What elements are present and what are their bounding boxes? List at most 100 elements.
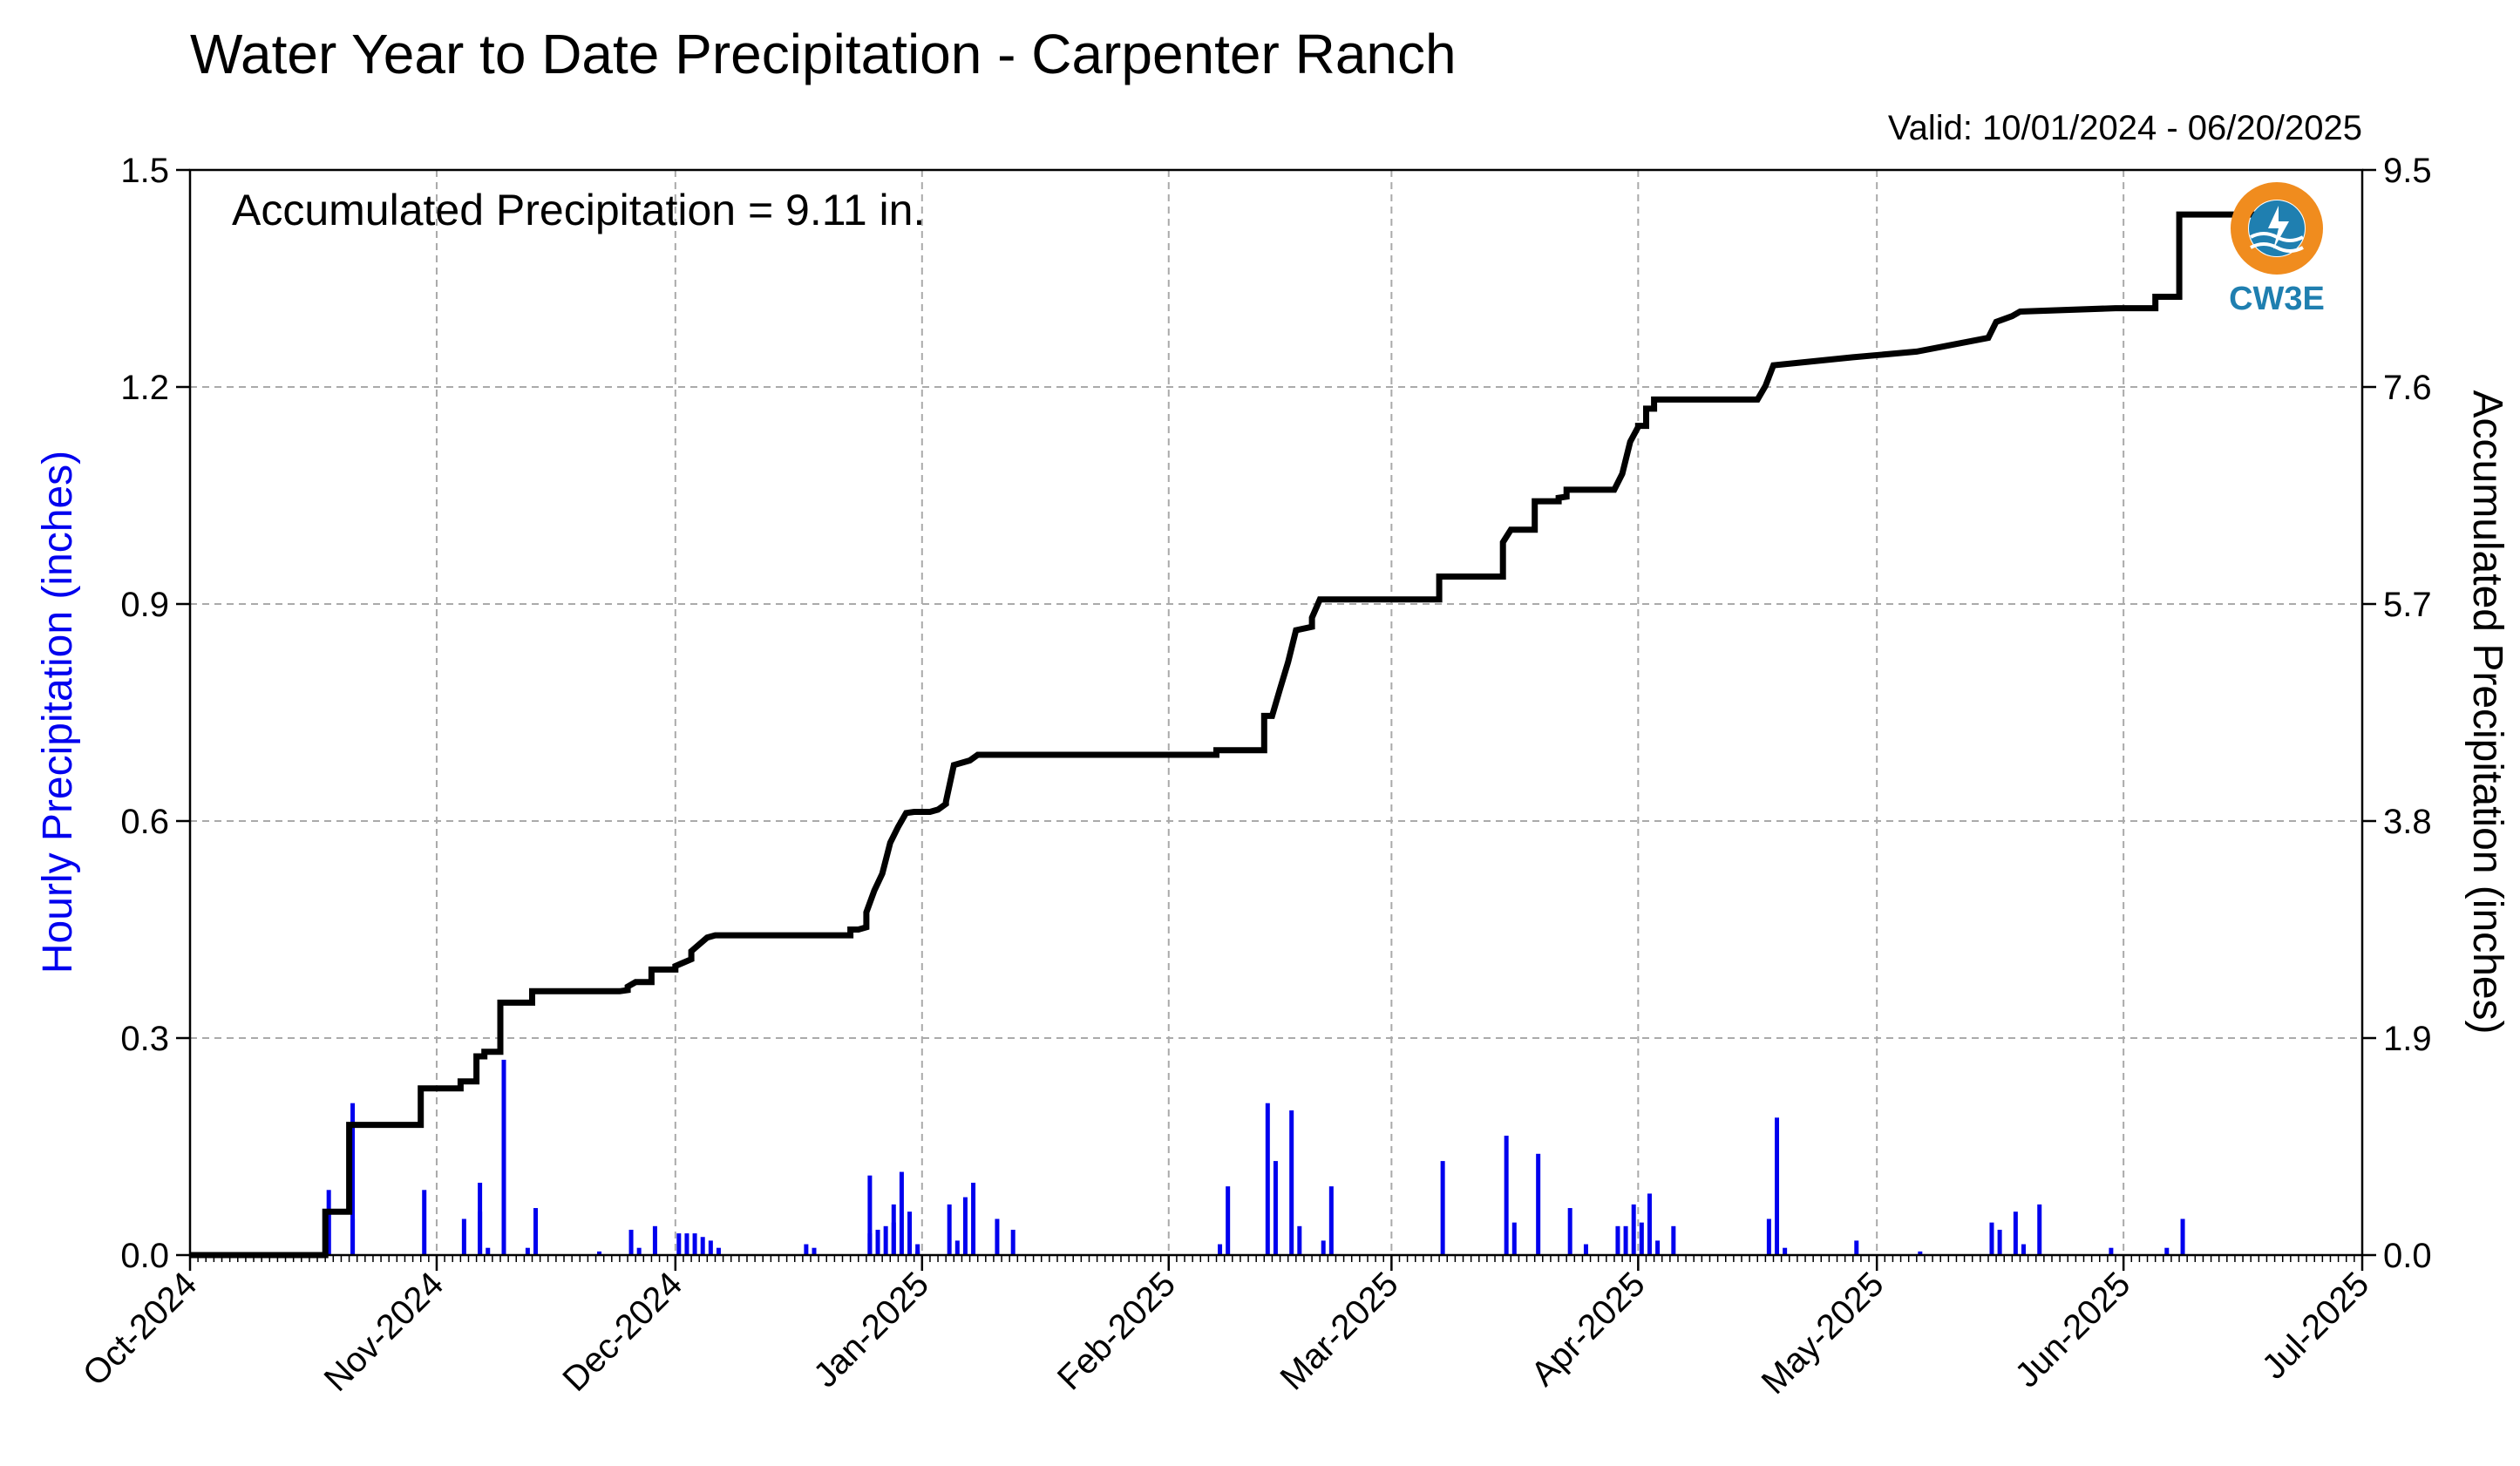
y-tick-label: 0.6 xyxy=(120,803,169,841)
plot-frame xyxy=(188,168,2364,1257)
hourly-bar xyxy=(1631,1204,1636,1255)
hourly-bar xyxy=(962,1197,968,1255)
hourly-bar xyxy=(899,1171,904,1255)
hourly-bar xyxy=(461,1218,466,1255)
hourly-bar xyxy=(954,1240,960,1255)
hourly-bar xyxy=(907,1211,913,1255)
y-axis-label: Hourly Precipitation (inches) xyxy=(35,451,81,974)
hourly-bar xyxy=(915,1251,920,1255)
hourly-bar xyxy=(652,1225,657,1255)
hourly-bar xyxy=(891,1222,896,1255)
y-tick-label: 1.2 xyxy=(120,369,169,407)
y2-tick-label: 5.7 xyxy=(2383,586,2432,624)
hourly-bar xyxy=(1321,1240,1326,1255)
y2-tick-label: 9.5 xyxy=(2383,152,2432,190)
hourly-bars xyxy=(326,1059,2185,1255)
accumulated-line-group xyxy=(190,211,2275,1259)
logo-wave xyxy=(2250,242,2304,253)
hourly-bar xyxy=(350,1103,356,1255)
hourly-bar xyxy=(597,1251,602,1255)
hourly-bar xyxy=(676,1233,682,1255)
cw3e-logo-icon xyxy=(2231,182,2323,275)
hourly-bar xyxy=(1671,1225,1676,1255)
y-tick-label: 0.9 xyxy=(120,586,169,624)
hourly-bar xyxy=(700,1237,705,1255)
y2-tick-label: 7.6 xyxy=(2383,369,2432,407)
hourly-bar xyxy=(1218,1244,1223,1255)
hourly-bar xyxy=(875,1229,880,1255)
hourly-bar xyxy=(2021,1244,2026,1255)
y-tick-label: 0.3 xyxy=(120,1020,169,1058)
logo-text: CW3E xyxy=(2229,281,2325,317)
chart-subtitle: Valid: 10/01/2024 - 06/20/2025 xyxy=(1888,109,2362,147)
hourly-bar xyxy=(1655,1240,1661,1255)
hourly-bar xyxy=(326,1211,331,1255)
hourly-bar xyxy=(1511,1222,1517,1255)
hourly-bar xyxy=(2180,1218,2185,1255)
grid-lines xyxy=(190,170,2362,1255)
hourly-bar xyxy=(2109,1247,2114,1255)
hourly-bar xyxy=(501,1059,506,1255)
hourly-bar xyxy=(1567,1208,1572,1255)
hourly-bar xyxy=(947,1204,952,1255)
hourly-bar xyxy=(1504,1136,1509,1255)
hourly-bar xyxy=(1273,1161,1278,1255)
hourly-bar xyxy=(915,1244,920,1255)
hourly-bar xyxy=(2164,1247,2170,1255)
hourly-bar xyxy=(1226,1186,1231,1255)
hourly-bar xyxy=(628,1229,634,1255)
hourly-bar xyxy=(995,1218,1000,1255)
hourly-bar xyxy=(971,1183,976,1255)
chart-title: Water Year to Date Precipitation - Carpe… xyxy=(190,23,1457,85)
hourly-bar xyxy=(804,1244,809,1255)
hourly-bar xyxy=(867,1175,873,1255)
hourly-bar xyxy=(1854,1240,1859,1255)
hourly-bar xyxy=(1328,1186,1334,1255)
hourly-bar xyxy=(1997,1229,2002,1255)
y2-tick-label: 0.0 xyxy=(2383,1237,2432,1275)
hourly-bar xyxy=(1289,1110,1294,1255)
hourly-bar xyxy=(478,1211,483,1255)
cw3e-logo: CW3E xyxy=(2229,182,2325,317)
y2-axis-label: Accumulated Precipitation (inches) xyxy=(2464,390,2510,1034)
hourly-bar xyxy=(1647,1193,1652,1255)
hourly-bar xyxy=(1775,1117,1780,1255)
hourly-bar xyxy=(708,1240,713,1255)
hourly-bar xyxy=(1010,1229,1015,1255)
hourly-bar xyxy=(1615,1225,1620,1255)
hourly-bar xyxy=(350,1218,356,1255)
hourly-bar xyxy=(883,1225,888,1255)
hourly-bar xyxy=(1265,1103,1270,1255)
hourly-bar xyxy=(2013,1211,2018,1255)
hourly-bar xyxy=(1583,1244,1588,1255)
hourly-bar xyxy=(1297,1225,1302,1255)
hourly-bar xyxy=(1783,1247,1788,1255)
hourly-bar xyxy=(1536,1153,1541,1255)
y-tick-label: 0.0 xyxy=(120,1237,169,1275)
hourly-bar xyxy=(525,1247,530,1255)
hourly-bar xyxy=(2037,1204,2042,1255)
hourly-bar xyxy=(1440,1161,1445,1255)
y2-tick-label: 1.9 xyxy=(2383,1020,2432,1058)
hourly-bar xyxy=(1918,1251,1923,1255)
hourly-bar xyxy=(1766,1218,1771,1255)
hourly-bar xyxy=(422,1190,427,1255)
y-axis-right: 0.0 1.9 3.8 5.7 7.6 9.5 xyxy=(2362,152,2432,1275)
logo-drop xyxy=(2268,206,2289,249)
hourly-bar xyxy=(533,1208,539,1255)
hourly-bar xyxy=(486,1247,491,1255)
hourly-bar xyxy=(684,1233,689,1255)
hourly-bar xyxy=(1623,1225,1628,1255)
accumulated-line xyxy=(190,211,2275,1259)
hourly-bar xyxy=(812,1247,817,1255)
hourly-bar xyxy=(1639,1222,1644,1255)
accumulated-annotation: Accumulated Precipitation = 9.11 in. xyxy=(232,186,925,234)
y-tick-label: 1.5 xyxy=(120,152,169,190)
hourly-bar xyxy=(1989,1222,1994,1255)
y2-tick-label: 3.8 xyxy=(2383,803,2432,841)
hourly-bar xyxy=(716,1247,721,1255)
hourly-bar xyxy=(692,1233,697,1255)
hourly-bar xyxy=(636,1247,642,1255)
